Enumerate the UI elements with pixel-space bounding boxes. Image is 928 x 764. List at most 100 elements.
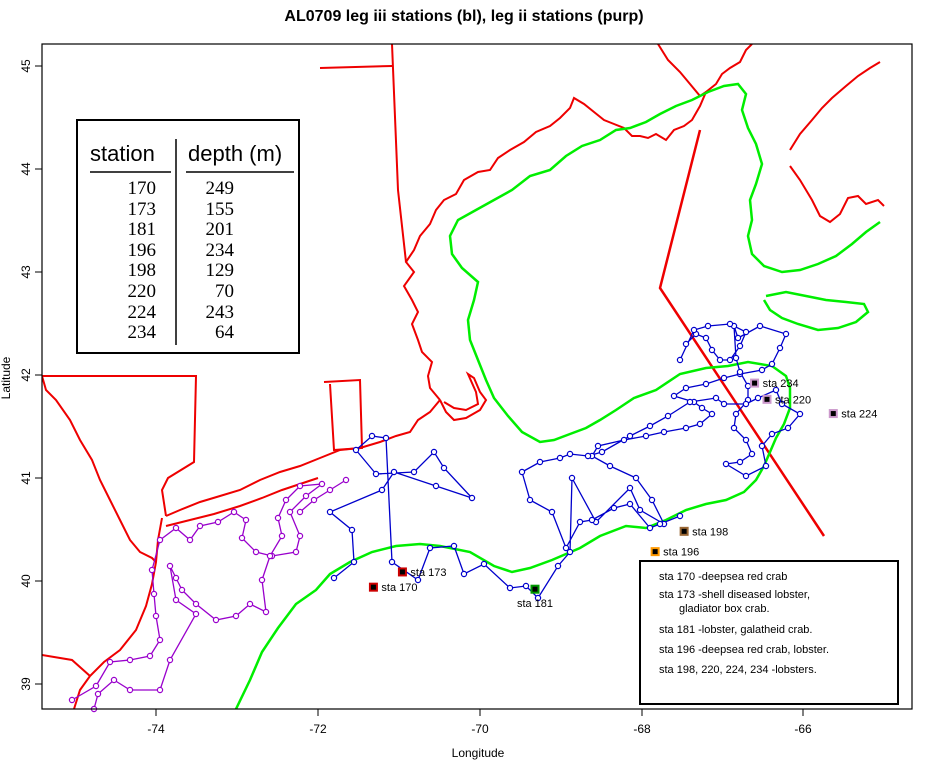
station-circle xyxy=(326,486,334,494)
station-circle xyxy=(238,534,246,542)
station-label: sta 170 xyxy=(381,582,417,594)
station-circle xyxy=(736,342,744,350)
station-circle xyxy=(696,420,704,428)
y-axis-label: Latitude xyxy=(0,356,13,399)
station-circle xyxy=(172,524,180,532)
station-circle xyxy=(534,594,542,602)
station-circle xyxy=(262,608,270,616)
station-circle xyxy=(382,434,390,442)
y-tick-label: 41 xyxy=(19,471,33,485)
station-cell: 181 xyxy=(127,219,157,241)
station-circle xyxy=(146,652,154,660)
station-circle xyxy=(660,428,668,436)
station-circle xyxy=(522,582,530,590)
station-marker-core xyxy=(830,411,836,417)
station-circle xyxy=(584,452,592,460)
station-circle xyxy=(432,482,440,490)
depth-cell: 70 xyxy=(215,280,234,302)
leg-iii-stations xyxy=(326,320,804,602)
station-circle xyxy=(368,432,376,440)
station-circle xyxy=(178,586,186,594)
station-circle xyxy=(246,600,254,608)
state-border-ny xyxy=(42,375,198,517)
state-border-ny-pa xyxy=(42,375,157,563)
station-circle xyxy=(214,518,222,526)
station-circle xyxy=(708,346,716,354)
station-circle xyxy=(426,544,434,552)
station-circle xyxy=(778,400,786,408)
depth-cell: 234 xyxy=(205,239,235,261)
station-circle xyxy=(576,518,584,526)
station-circle xyxy=(296,532,304,540)
station-marker-core xyxy=(652,549,658,555)
station-circle xyxy=(460,570,468,578)
station-circle xyxy=(348,526,356,534)
state-border-ma xyxy=(323,378,364,452)
station-circle xyxy=(742,472,750,480)
station-circle xyxy=(768,360,776,368)
coastline-cape-cod xyxy=(439,371,488,422)
station-circle xyxy=(632,474,640,482)
station-circle xyxy=(782,330,790,338)
depth-cell: 243 xyxy=(205,301,235,323)
y-tick-label: 44 xyxy=(19,162,33,176)
leg-ii-track-2 xyxy=(299,479,347,513)
station-label: sta 224 xyxy=(841,409,877,421)
state-border-pa-west xyxy=(42,654,91,677)
station-circle xyxy=(110,676,118,684)
station-circle xyxy=(704,322,712,330)
station-circle xyxy=(212,616,220,624)
station-circle xyxy=(192,610,200,618)
station-circle xyxy=(698,404,706,412)
station-cell: 234 xyxy=(127,322,157,344)
station-circle xyxy=(588,516,596,524)
station-circle xyxy=(716,356,724,364)
station-label: sta 198 xyxy=(692,526,728,538)
station-circle xyxy=(768,430,776,438)
coastline-southern-new-england xyxy=(165,399,441,517)
station-circle xyxy=(796,410,804,418)
station-circle xyxy=(92,682,100,690)
station-circle xyxy=(518,468,526,476)
station-circle xyxy=(690,326,698,334)
station-circle xyxy=(286,508,294,516)
station-circle xyxy=(480,560,488,568)
station-marker-core xyxy=(764,396,770,402)
station-circle xyxy=(626,500,634,508)
station-circle xyxy=(646,524,654,532)
note-line: sta 170 -deepsea red crab xyxy=(659,571,788,583)
station-circle xyxy=(676,356,684,364)
station-circle xyxy=(372,470,380,478)
station-circle xyxy=(126,686,134,694)
station-circle xyxy=(150,590,158,598)
station-circle xyxy=(670,392,678,400)
x-axis-label: Longitude xyxy=(452,746,505,760)
x-tick-label: -74 xyxy=(147,722,165,736)
station-circle xyxy=(554,562,562,570)
station-circle xyxy=(410,468,418,476)
plot-frame xyxy=(41,43,913,710)
station-circle xyxy=(712,394,720,402)
station-marker-core xyxy=(532,586,538,592)
station-circle xyxy=(598,448,606,456)
x-tick-label: -70 xyxy=(471,722,489,736)
leg-ii-stations xyxy=(68,476,350,713)
station-circle xyxy=(754,394,762,402)
station-circle xyxy=(664,412,672,420)
station-circle xyxy=(506,584,514,592)
station-circle xyxy=(562,544,570,552)
station-circle xyxy=(594,442,602,450)
y-tick-label: 45 xyxy=(19,59,33,73)
y-axis: 39 40 41 42 43 44 45 Latitude xyxy=(0,59,42,691)
depth-column: 249 155 201 234 129 70 243 64 xyxy=(188,178,235,344)
station-label: sta 196 xyxy=(663,547,699,559)
station-circle xyxy=(292,548,300,556)
station-circle xyxy=(758,366,766,374)
header-depth: depth (m) xyxy=(188,141,283,166)
station-circle xyxy=(526,496,534,504)
depth-cell: 64 xyxy=(215,322,234,344)
station-circle xyxy=(656,520,664,528)
station-circle xyxy=(242,516,250,524)
station-circle xyxy=(776,344,784,352)
x-axis: -74 -72 -70 -68 -66 Longitude xyxy=(147,709,812,760)
